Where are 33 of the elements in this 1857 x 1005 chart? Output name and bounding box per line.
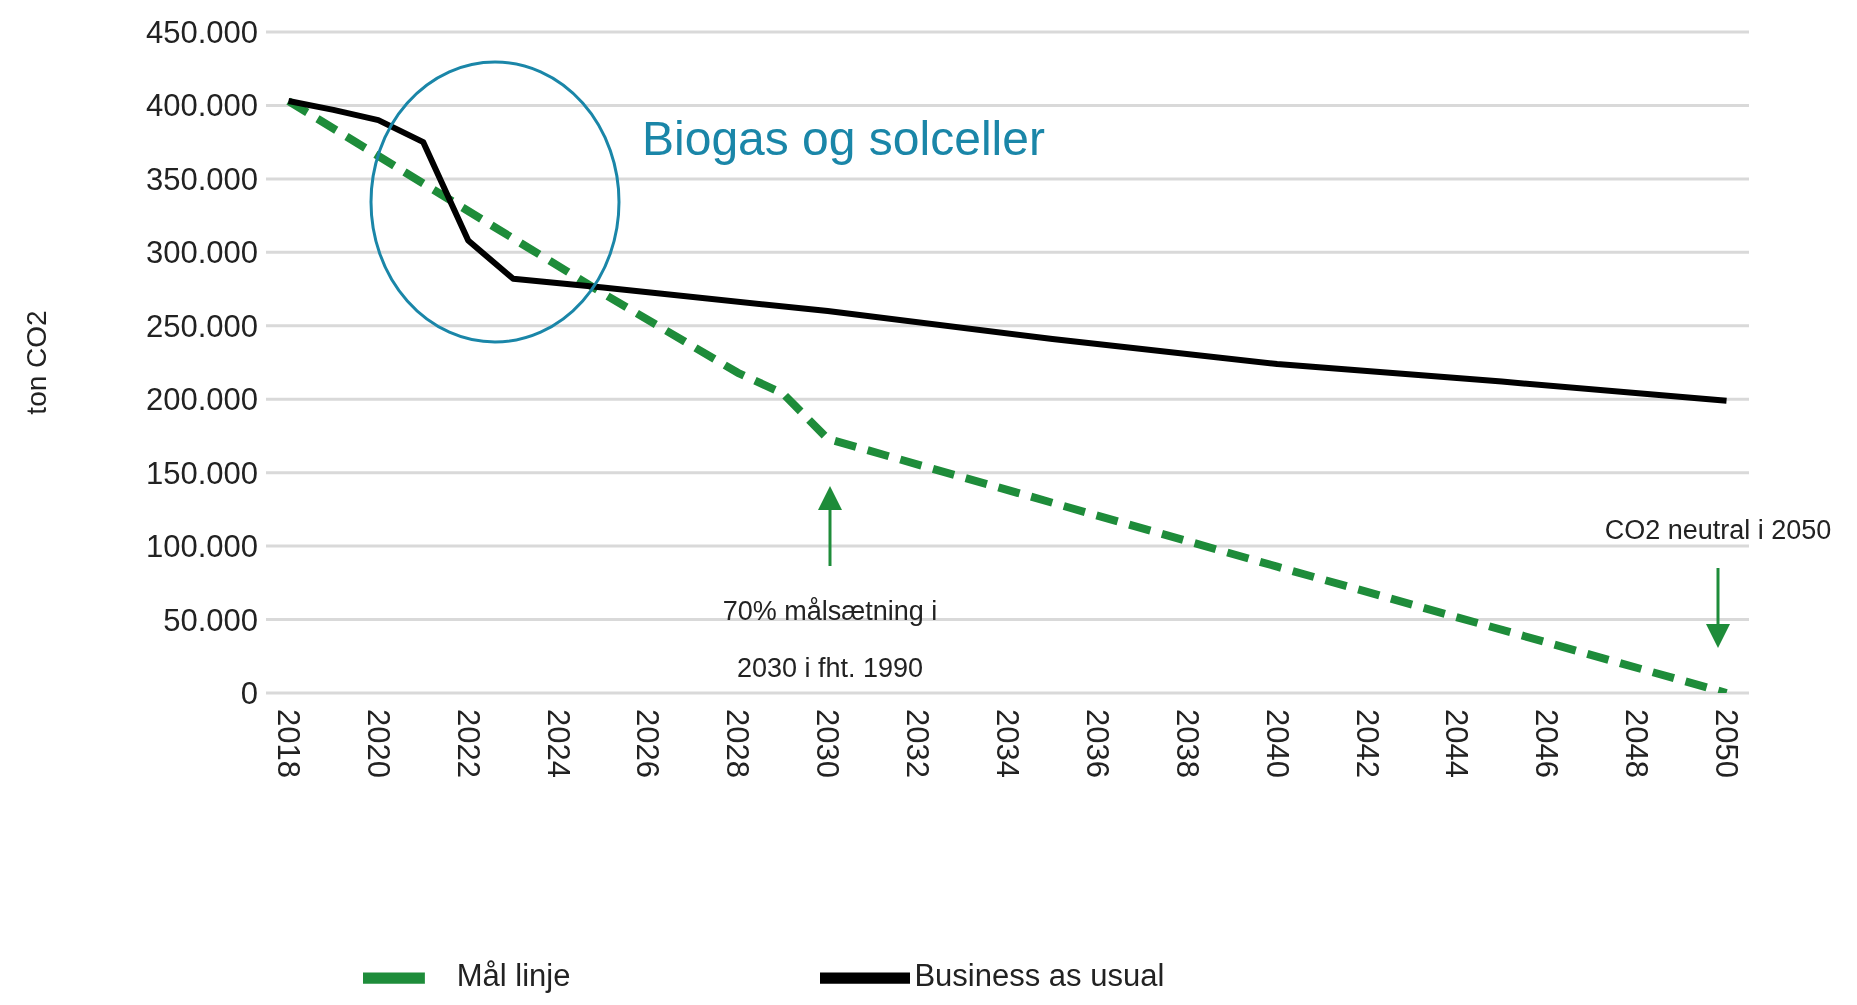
legend-label: Mål linje: [456, 958, 571, 994]
x-tick-label: 2040: [1259, 709, 1295, 778]
y-tick-label: 350.000: [145, 161, 258, 197]
y-tick-label: 400.000: [145, 88, 258, 124]
y-tick-label: 450.000: [145, 15, 258, 51]
annotation: Biogas og solceller: [642, 111, 1045, 165]
x-tick-label: 2020: [360, 709, 396, 778]
x-tick-label: 2038: [1169, 709, 1205, 778]
x-tick-label: 2022: [450, 709, 486, 778]
y-tick-label: 50.000: [163, 602, 258, 638]
y-tick-label: 100.000: [145, 529, 258, 565]
x-tick-label: 2034: [990, 709, 1025, 778]
x-tick-label: 2044: [1439, 709, 1475, 778]
x-tick-label: 2050: [1709, 709, 1745, 778]
x-tick-label: 2030: [810, 709, 846, 778]
x-tick-label: 2036: [1079, 709, 1115, 778]
y-tick-label: 150.000: [145, 455, 258, 491]
x-tick-label: 2032: [900, 709, 936, 778]
y-tick-label: 250.000: [145, 308, 258, 344]
x-tick-label: 2042: [1349, 709, 1385, 778]
y-axis-title: ton CO2: [20, 310, 52, 415]
y-tick-label: 200.000: [145, 382, 258, 418]
annotation: CO2 neutral i 2050: [1604, 515, 1832, 545]
x-tick-label: 2028: [720, 709, 756, 778]
x-tick-label: 2048: [1619, 709, 1655, 778]
x-tick-label: 2018: [270, 709, 306, 778]
y-tick-label: 300.000: [145, 235, 258, 271]
y-tick-label: 0: [240, 676, 258, 712]
x-tick-label: 2026: [630, 709, 666, 778]
x-tick-label: 2024: [540, 709, 576, 778]
x-tick-label: 2046: [1529, 709, 1565, 778]
annotation: 70% målsætning i 2030 i fht. 1990: [722, 596, 938, 683]
legend-label: Business as usual: [914, 958, 1165, 994]
